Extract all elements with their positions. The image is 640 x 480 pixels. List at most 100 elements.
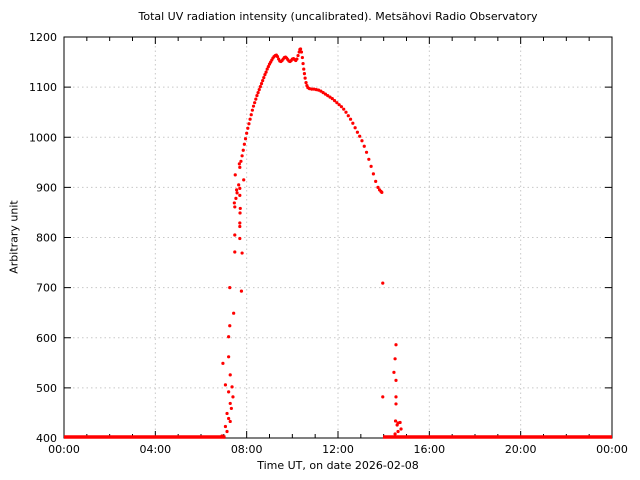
data-point <box>299 50 304 54</box>
data-point <box>381 395 385 399</box>
data-point <box>339 105 344 109</box>
data-point <box>353 126 357 130</box>
data-point <box>328 95 332 99</box>
data-point <box>243 137 248 141</box>
data-point <box>296 53 300 58</box>
data-point <box>233 205 237 209</box>
data-point <box>399 427 403 431</box>
data-point <box>228 286 232 290</box>
data-point <box>227 355 231 359</box>
data-point <box>302 71 307 76</box>
data-point <box>228 373 232 377</box>
data-point <box>258 85 262 89</box>
data-point <box>256 91 260 95</box>
data-point <box>301 61 305 66</box>
data-point <box>344 110 348 114</box>
data-point <box>238 206 242 211</box>
data-point <box>246 126 250 130</box>
data-point <box>227 416 231 421</box>
data-point <box>238 165 242 169</box>
data-point <box>376 185 380 189</box>
data-point <box>295 57 299 61</box>
data-point <box>342 107 346 111</box>
data-point <box>369 164 373 168</box>
data-point <box>237 162 241 166</box>
data-point <box>225 429 229 434</box>
y-tick-label: 500 <box>36 382 57 395</box>
data-point <box>302 67 306 71</box>
data-point <box>374 179 378 183</box>
data-point <box>275 54 280 59</box>
data-point <box>238 193 242 197</box>
data-point <box>348 117 353 121</box>
data-point <box>367 157 371 161</box>
data-point <box>232 311 236 315</box>
data-point <box>248 117 252 121</box>
data-point <box>392 370 396 374</box>
data-point <box>237 183 241 187</box>
data-point <box>380 190 384 194</box>
data-point <box>228 419 232 424</box>
data-point <box>362 144 366 148</box>
data-point <box>239 159 243 163</box>
data-point <box>393 357 397 361</box>
data-point <box>330 97 334 101</box>
data-point <box>242 142 246 146</box>
data-point <box>266 64 270 69</box>
data-point <box>229 406 233 411</box>
data-point <box>242 178 246 182</box>
data-point <box>233 233 237 237</box>
data-point <box>259 82 264 86</box>
data-point <box>235 188 239 192</box>
x-tick-label: 12:00 <box>322 443 354 456</box>
data-point <box>393 432 397 436</box>
data-point <box>233 173 237 177</box>
y-tick-label: 900 <box>36 181 57 194</box>
data-point <box>230 385 234 389</box>
x-tick-label: 00:00 <box>596 443 628 456</box>
data-point <box>304 81 308 85</box>
x-tick-label: 08:00 <box>231 443 263 456</box>
data-point <box>394 343 398 347</box>
data-point <box>261 79 265 83</box>
data-point <box>249 113 253 117</box>
data-point <box>335 101 339 105</box>
data-point <box>262 76 266 80</box>
data-point <box>346 114 350 118</box>
y-tick-label: 600 <box>36 332 57 345</box>
data-point <box>238 236 242 241</box>
data-point <box>364 150 369 154</box>
data-point <box>265 67 269 71</box>
data-point <box>250 108 254 112</box>
data-point <box>245 131 249 135</box>
x-tick-label: 04:00 <box>139 443 171 456</box>
data-point <box>238 224 242 229</box>
data-point <box>227 335 231 339</box>
data-point <box>238 211 242 215</box>
y-tick-label: 700 <box>36 282 57 295</box>
data-point <box>228 324 232 328</box>
data-point <box>381 281 385 285</box>
data-point <box>235 191 239 195</box>
y-tick-label: 400 <box>36 432 57 445</box>
data-point <box>393 419 398 423</box>
data-point <box>234 196 238 201</box>
data-point <box>227 390 231 394</box>
data-point <box>232 201 236 205</box>
data-point <box>238 221 242 225</box>
data-point <box>303 76 307 80</box>
x-tick-label: 20:00 <box>505 443 537 456</box>
data-point <box>264 70 268 74</box>
data-point <box>355 130 360 134</box>
data-point <box>225 411 229 416</box>
data-point <box>238 186 242 190</box>
data-point <box>251 104 256 108</box>
data-point <box>394 395 398 399</box>
data-point <box>239 289 244 293</box>
data-point <box>297 50 301 54</box>
data-point <box>223 424 228 429</box>
data-point <box>298 47 303 51</box>
data-point <box>255 94 259 98</box>
y-tick-label: 1200 <box>29 31 57 44</box>
data-point <box>233 250 237 254</box>
